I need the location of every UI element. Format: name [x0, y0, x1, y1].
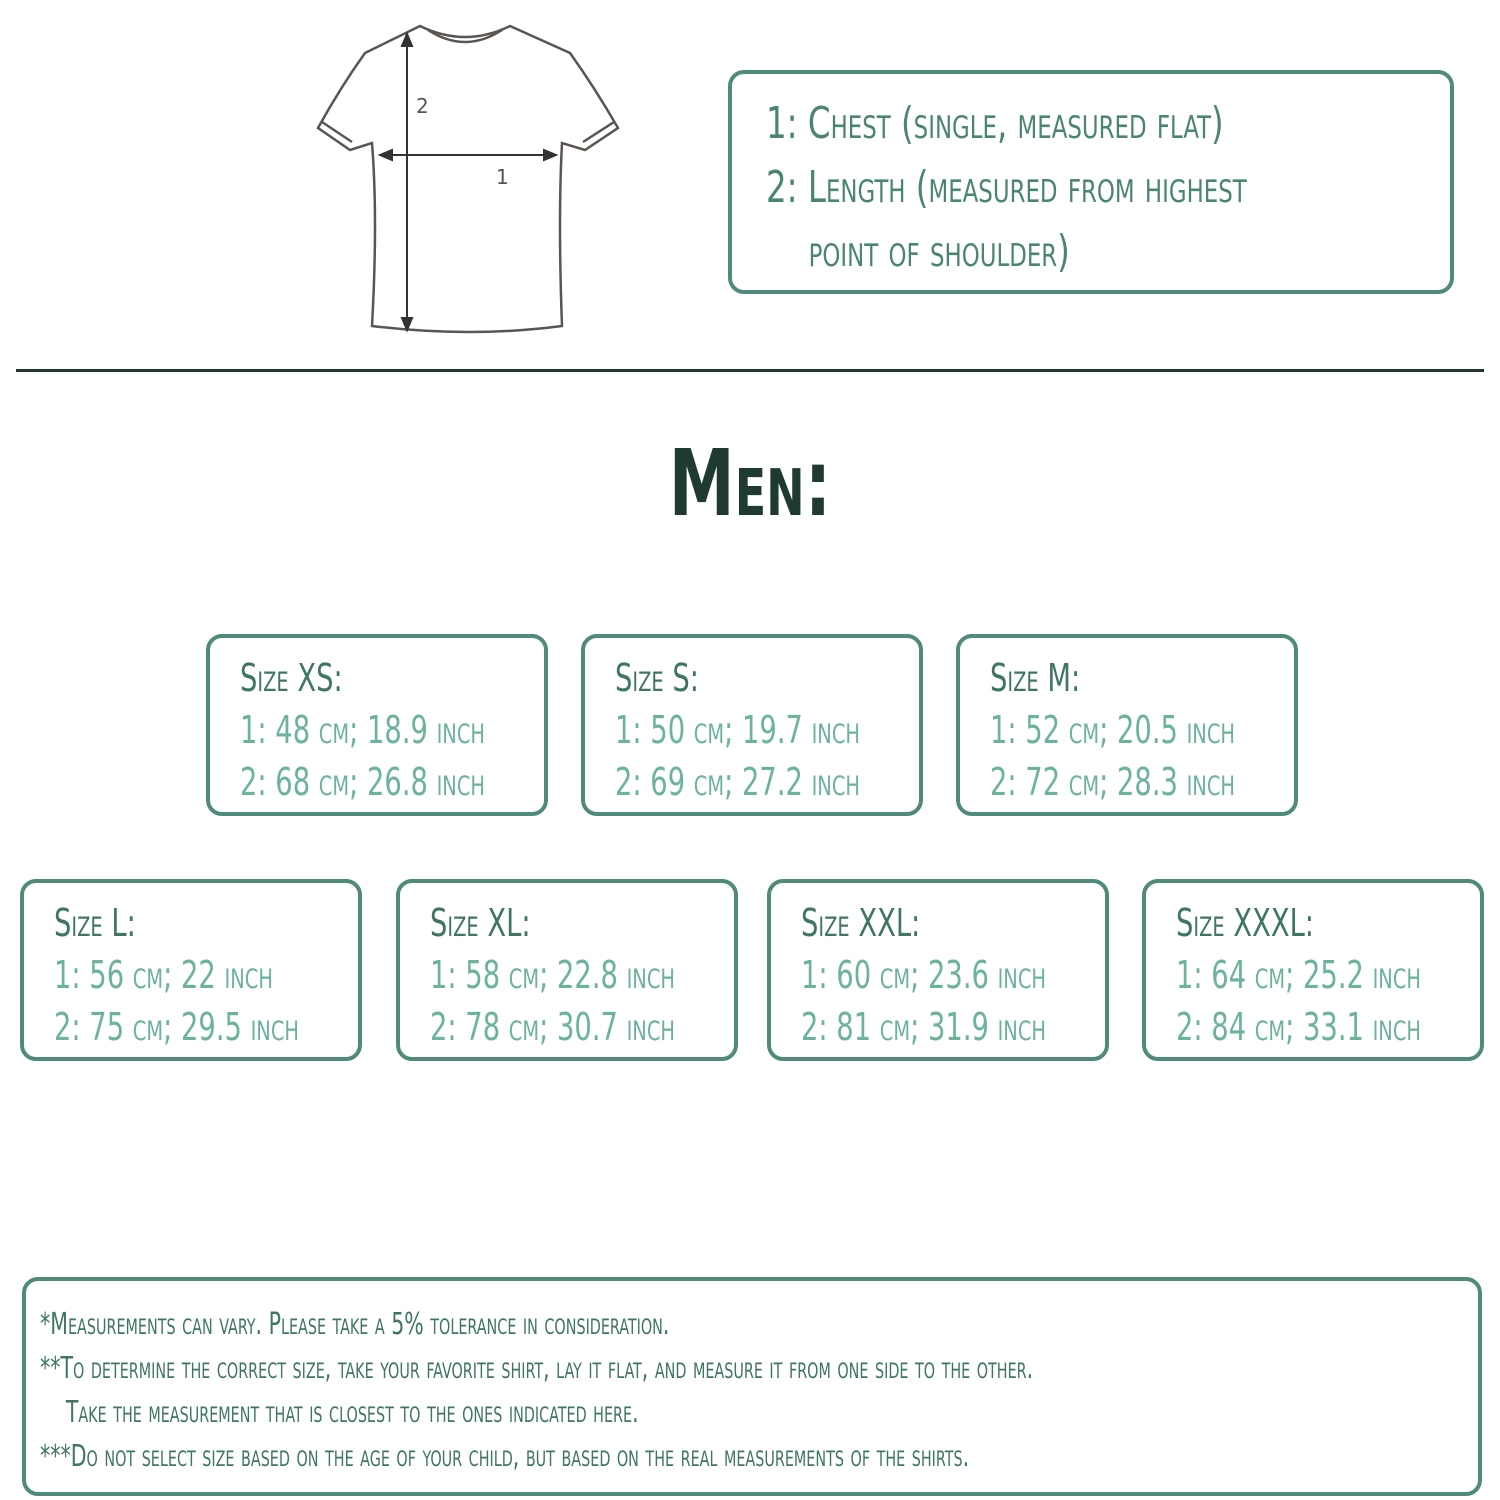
- legend-length: 2: Length (measured from highest: [766, 162, 1247, 213]
- size-label: Size XS:: [240, 656, 343, 700]
- tshirt-diagram: 2 1: [316, 24, 620, 334]
- legend-length-cont: point of shoulder): [808, 226, 1070, 277]
- size-label: Size S:: [615, 656, 699, 700]
- note-measure-cont: Take the measurement that is closest to …: [65, 1395, 639, 1430]
- note-measure: **To determine the correct size, take yo…: [40, 1351, 1034, 1386]
- size-length: 2: 84 cm; 33.1 inch: [1176, 1005, 1422, 1049]
- size-card: Size XXXL: 1: 64 cm; 25.2 inch 2: 84 cm; 3…: [1142, 879, 1484, 1061]
- size-card: Size L: 1: 56 cm; 22 inch 2: 75 cm; 29.5 i…: [20, 879, 362, 1061]
- size-length: 2: 69 cm; 27.2 inch: [615, 760, 861, 804]
- section-title: Men:: [668, 430, 832, 537]
- size-length: 2: 68 cm; 26.8 inch: [240, 760, 486, 804]
- chest-marker-label: 1: [496, 165, 509, 189]
- size-length: 2: 72 cm; 28.3 inch: [990, 760, 1236, 804]
- size-label: Size XXL:: [801, 901, 921, 945]
- size-card: Size XXL: 1: 60 cm; 23.6 inch 2: 81 cm; 31…: [767, 879, 1109, 1061]
- note-age: ***Do not select size based on the age o…: [40, 1439, 970, 1474]
- notes-box: *Measurements can vary. Please take a 5%…: [22, 1277, 1482, 1496]
- size-chest: 1: 58 cm; 22.8 inch: [430, 953, 676, 997]
- size-length: 2: 78 cm; 30.7 inch: [430, 1005, 676, 1049]
- size-label: Size XL:: [430, 901, 531, 945]
- size-card: Size S: 1: 50 cm; 19.7 inch 2: 69 cm; 27.2…: [581, 634, 923, 816]
- size-label: Size XXXL:: [1176, 901, 1315, 945]
- size-label: Size L:: [54, 901, 136, 945]
- legend-chest: 1: Chest (single, measured flat): [766, 98, 1224, 149]
- note-tolerance: *Measurements can vary. Please take a 5%…: [40, 1307, 670, 1342]
- length-marker-label: 2: [416, 94, 429, 118]
- size-length: 2: 75 cm; 29.5 inch: [54, 1005, 300, 1049]
- size-card: Size XL: 1: 58 cm; 22.8 inch 2: 78 cm; 30.…: [396, 879, 738, 1061]
- size-chest: 1: 64 cm; 25.2 inch: [1176, 953, 1422, 997]
- size-chest: 1: 48 cm; 18.9 inch: [240, 708, 486, 752]
- divider: [16, 369, 1484, 372]
- size-chest: 1: 52 cm; 20.5 inch: [990, 708, 1236, 752]
- size-chest: 1: 60 cm; 23.6 inch: [801, 953, 1047, 997]
- size-card: Size M: 1: 52 cm; 20.5 inch 2: 72 cm; 28.3…: [956, 634, 1298, 816]
- size-length: 2: 81 cm; 31.9 inch: [801, 1005, 1047, 1049]
- measurement-legend: 1: Chest (single, measured flat) 2: Leng…: [728, 70, 1454, 294]
- size-chest: 1: 56 cm; 22 inch: [54, 953, 273, 997]
- size-label: Size M:: [990, 656, 1081, 700]
- size-card: Size XS: 1: 48 cm; 18.9 inch 2: 68 cm; 26.…: [206, 634, 548, 816]
- size-chest: 1: 50 cm; 19.7 inch: [615, 708, 861, 752]
